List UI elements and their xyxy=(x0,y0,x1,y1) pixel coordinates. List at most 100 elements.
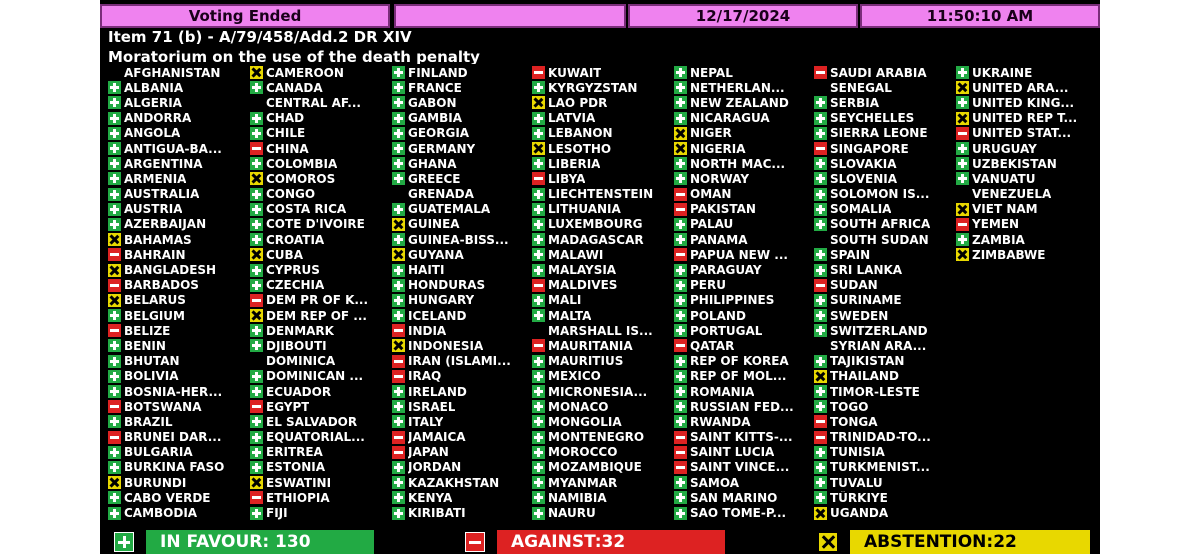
country-name: VENEZUELA xyxy=(972,187,1052,202)
country-name: MALAYSIA xyxy=(548,263,617,278)
minus-icon xyxy=(674,339,687,353)
plus-icon xyxy=(532,293,545,307)
plus-icon xyxy=(674,217,687,231)
plus-icon xyxy=(250,430,263,444)
country-name: BAHAMAS xyxy=(124,232,192,247)
country-row: LIBERIA xyxy=(532,156,672,171)
country-row: LUXEMBOURG xyxy=(532,217,672,232)
country-row: MYANMAR xyxy=(532,475,672,490)
country-name: AFGHANISTAN xyxy=(124,65,221,80)
country-row: ROMANIA xyxy=(674,384,814,399)
country-name: SINGAPORE xyxy=(830,141,909,156)
minus-icon xyxy=(532,66,545,80)
country-name: HONDURAS xyxy=(408,278,486,293)
plus-icon xyxy=(674,111,687,125)
country-name: BANGLADESH xyxy=(124,263,217,278)
country-row: SURINAME xyxy=(814,293,954,308)
country-row: GUYANA xyxy=(392,247,532,262)
country-row: PAPUA NEW ... xyxy=(674,247,814,262)
minus-icon xyxy=(465,532,485,552)
country-row: SOLOMON IS... xyxy=(814,187,954,202)
country-name: SAN MARINO xyxy=(690,490,778,505)
country-name: MADAGASCAR xyxy=(548,232,644,247)
minus-icon xyxy=(814,278,827,292)
x-icon xyxy=(108,293,121,307)
total-favour: IN FAVOUR: 130 xyxy=(114,530,374,554)
country-name: TIMOR-LESTE xyxy=(830,384,920,399)
x-icon xyxy=(392,339,405,353)
country-name: COMOROS xyxy=(266,171,336,186)
country-name: PORTUGAL xyxy=(690,323,763,338)
country-name: BELIZE xyxy=(124,323,171,338)
country-name: SEYCHELLES xyxy=(830,111,915,126)
country-name: GRENADA xyxy=(408,187,474,202)
country-name: LIECHTENSTEIN xyxy=(548,187,654,202)
country-row: CROATIA xyxy=(250,232,390,247)
header-bar: Voting Ended 12/17/2024 11:50:10 AM xyxy=(100,2,1100,28)
plus-icon xyxy=(250,202,263,216)
country-name: TRINIDAD-TO... xyxy=(830,430,931,445)
plus-icon xyxy=(250,233,263,247)
country-name: PAKISTAN xyxy=(690,202,756,217)
plus-icon xyxy=(108,309,121,323)
country-row: IRELAND xyxy=(392,384,532,399)
country-row: SOMALIA xyxy=(814,202,954,217)
plus-icon xyxy=(532,445,545,459)
plus-icon xyxy=(532,81,545,95)
country-row: KENYA xyxy=(392,490,532,505)
country-name: CZECHIA xyxy=(266,278,325,293)
plus-icon xyxy=(108,157,121,171)
country-name: SLOVAKIA xyxy=(830,156,897,171)
country-name: GABON xyxy=(408,95,457,110)
country-row: DOMINICA xyxy=(250,354,390,369)
country-row: AUSTRALIA xyxy=(108,187,248,202)
plus-icon xyxy=(674,476,687,490)
country-row: BHUTAN xyxy=(108,354,248,369)
country-row: BELGIUM xyxy=(108,308,248,323)
country-row: LEBANON xyxy=(532,126,672,141)
plus-icon xyxy=(532,233,545,247)
country-name: KYRGYZSTAN xyxy=(548,80,638,95)
country-name: ESWATINI xyxy=(266,475,332,490)
plus-icon xyxy=(814,476,827,490)
country-row: GUINEA xyxy=(392,217,532,232)
x-icon xyxy=(956,248,969,262)
country-name: NORTH MAC... xyxy=(690,156,786,171)
country-name: SURINAME xyxy=(830,293,902,308)
country-row: LIBYA xyxy=(532,171,672,186)
country-name: IRAQ xyxy=(408,369,442,384)
country-row: SPAIN xyxy=(814,247,954,262)
country-name: SAINT KITTS-... xyxy=(690,430,793,445)
country-name: MARSHALL IS... xyxy=(548,323,653,338)
country-row: ETHIOPIA xyxy=(250,490,390,505)
plus-icon xyxy=(392,81,405,95)
plus-icon xyxy=(532,111,545,125)
country-row: TÜRKIYE xyxy=(814,490,954,505)
country-name: ROMANIA xyxy=(690,384,755,399)
plus-icon xyxy=(674,293,687,307)
country-row: JAMAICA xyxy=(392,430,532,445)
vote-date: 12/17/2024 xyxy=(628,4,858,28)
plus-icon xyxy=(814,263,827,277)
plus-icon xyxy=(674,233,687,247)
plus-icon xyxy=(956,157,969,171)
no-vote-marker xyxy=(250,96,263,109)
plus-icon xyxy=(392,126,405,140)
country-column-5: NEPAL NETHERLAN... NEW ZEALAND NICARAGUA NIG… xyxy=(674,65,814,521)
country-name: NIGER xyxy=(690,126,732,141)
plus-icon xyxy=(814,217,827,231)
item-title: Item 71 (b) - A/79/458/Add.2 DR XIV xyxy=(108,28,412,46)
country-name: UNITED ARA... xyxy=(972,80,1069,95)
country-name: MAURITIUS xyxy=(548,354,624,369)
country-name: BURKINA FASO xyxy=(124,460,225,475)
plus-icon xyxy=(250,217,263,231)
total-against: AGAINST:32 xyxy=(465,530,725,554)
x-icon xyxy=(392,217,405,231)
plus-icon xyxy=(814,248,827,262)
country-row: INDONESIA xyxy=(392,338,532,353)
minus-icon xyxy=(392,369,405,383)
plus-icon xyxy=(108,126,121,140)
country-row: PALAU xyxy=(674,217,814,232)
country-row: BELIZE xyxy=(108,323,248,338)
country-name: SIERRA LEONE xyxy=(830,126,928,141)
